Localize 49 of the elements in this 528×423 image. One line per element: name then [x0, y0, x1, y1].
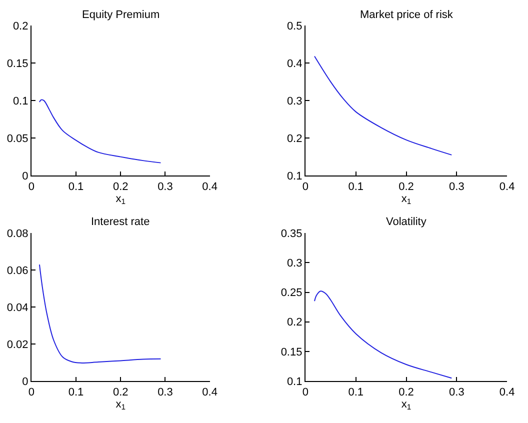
x-tick-label: 0.2 [112, 386, 128, 398]
y-tick-label: 0.15 [6, 58, 28, 70]
x-tick-label: 0.4 [202, 180, 218, 193]
x-tick-label: 0.3 [449, 180, 464, 193]
y-tick-label: 0.06 [6, 264, 28, 277]
y-tick-label: 0.04 [6, 302, 28, 314]
chart-title: Market price of risk [360, 9, 454, 21]
chart-title: Equity Premium [82, 9, 160, 21]
x-tick-label: 0.2 [398, 180, 414, 193]
x-tick-label: 0.1 [348, 386, 364, 398]
chart-title: Volatility [386, 216, 427, 228]
y-tick-label: 0.2 [12, 20, 28, 32]
x-tick-label: 0.3 [158, 386, 173, 398]
y-tick-label: 0.3 [286, 95, 302, 108]
x-tick-label: 0.1 [68, 180, 84, 193]
line-series [38, 99, 162, 164]
y-tick-label: 0.4 [286, 58, 302, 70]
y-tick-label: 0.2 [286, 316, 302, 329]
x-axis-title: x$_{1}$ [401, 192, 412, 206]
y-tick-label: 0.05 [6, 132, 28, 145]
y-tick-label: 0.08 [6, 228, 28, 240]
y-tick-label: 0.25 [280, 287, 302, 300]
y-tick-label: 0.1 [286, 376, 302, 388]
y-tick-label: 0.35 [280, 228, 302, 240]
x-axis-title: x$_{1}$ [116, 398, 126, 412]
y-tick-label: 0.15 [280, 346, 302, 358]
x-tick-label: 0.3 [158, 180, 173, 193]
chart-title: Interest rate [91, 216, 150, 228]
x-tick-label: 0.2 [112, 180, 128, 193]
x-tick-label: 0.1 [348, 180, 364, 193]
y-tick-label: 0.5 [286, 20, 302, 32]
y-tick-label: 0 [22, 170, 28, 182]
x-tick-label: 0.2 [398, 386, 414, 398]
y-tick-label: 0.1 [286, 170, 302, 182]
x-tick-label: 0.4 [499, 386, 515, 398]
x-tick-label: 0.4 [499, 180, 515, 193]
y-tick-label: 0 [22, 376, 28, 388]
x-tick-label: 0.4 [202, 386, 218, 398]
y-tick-label: 0.1 [12, 95, 28, 108]
y-tick-label: 0.02 [6, 338, 28, 351]
y-tick-label: 0.3 [286, 258, 302, 270]
x-axis-title: x$_{1}$ [116, 192, 126, 206]
x-tick-label: 0.3 [449, 386, 464, 398]
x-axis-title: x$_{1}$ [401, 398, 412, 412]
y-tick-label: 0.2 [286, 132, 302, 145]
x-tick-label: 0.1 [68, 386, 84, 398]
line-series [314, 290, 452, 379]
line-series [314, 56, 452, 156]
line-series [38, 264, 162, 364]
